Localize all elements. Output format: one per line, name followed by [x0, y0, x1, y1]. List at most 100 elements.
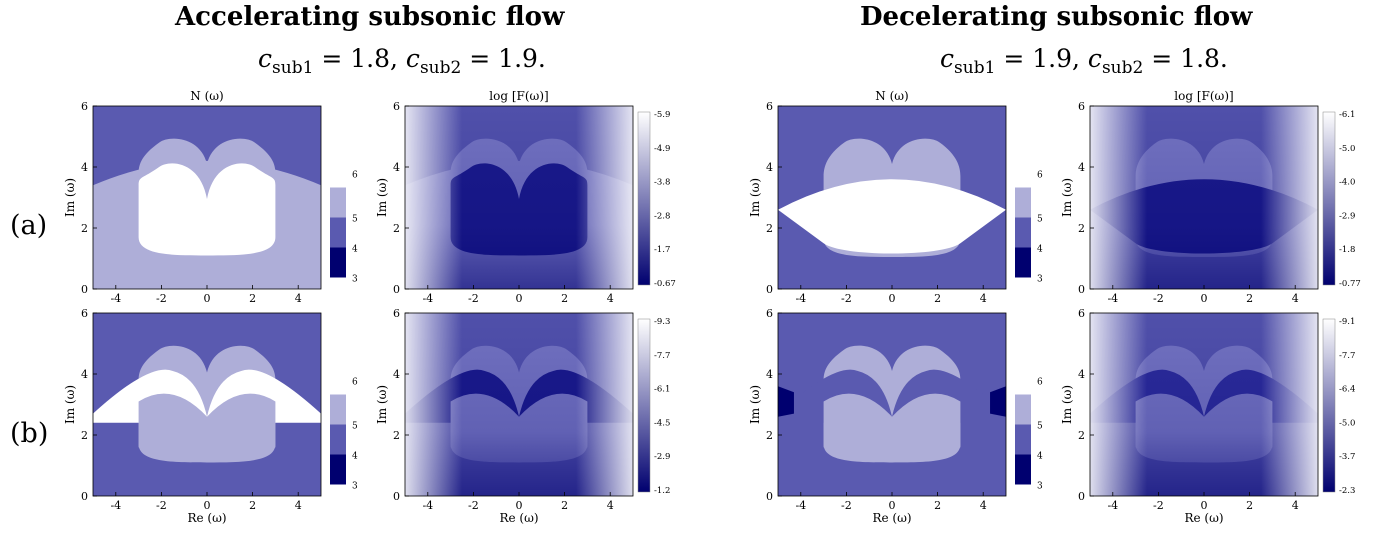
- colorbar-segment: [330, 247, 346, 278]
- colorbar-segment: [1015, 424, 1031, 455]
- y-tick-label: 2: [766, 429, 773, 442]
- x-tick-label: 0: [516, 499, 523, 512]
- x-tick-label: -2: [1153, 499, 1164, 512]
- x-axis-label: Re (ω): [872, 511, 911, 525]
- x-tick-label: 2: [249, 499, 256, 512]
- colorbar-tick-label: -6.4: [1339, 385, 1355, 395]
- y-axis-label: Im (ω): [375, 385, 389, 424]
- colorbar-gradient: [637, 111, 651, 286]
- x-tick-label: -4: [422, 292, 433, 305]
- colorbar-tick-label: 5: [352, 215, 358, 225]
- colorbar-tick-label: -6.1: [654, 385, 670, 395]
- colorbar-tick-label: 6: [352, 378, 358, 388]
- colorbar-tick-label: 3: [1037, 275, 1043, 285]
- x-tick-label: 2: [934, 499, 941, 512]
- y-axis-label: Im (ω): [375, 178, 389, 217]
- y-tick-label: 2: [81, 222, 88, 235]
- x-tick-label: -2: [468, 292, 479, 305]
- colorbar-tick-label: -9.1: [1339, 317, 1355, 327]
- x-tick-label: 2: [561, 499, 568, 512]
- heatmap-panel-2: -4 -2 0 2 4 0 2 4 6 Im (ω) log [F(ω)] -5.9 -4.9 -3.8 -…: [375, 89, 676, 305]
- x-tick-label: -4: [795, 499, 806, 512]
- colorbar-tick-label: -9.3: [654, 317, 670, 327]
- colorbar-gradient: [1322, 318, 1336, 493]
- colorbar-tick-label: -2.9: [1339, 211, 1355, 221]
- colorbar-tick-label: -4.9: [654, 144, 670, 154]
- x-tick-label: 0: [889, 292, 896, 305]
- horizontal-shade: [405, 313, 633, 496]
- x-axis-label: Re (ω): [499, 511, 538, 525]
- x-tick-label: 2: [934, 292, 941, 305]
- panel-title: log [F(ω)]: [489, 89, 548, 103]
- colorbar-tick-label: -1.8: [1339, 245, 1355, 255]
- row-label-b: (b): [10, 418, 49, 449]
- colorbar-tick-label: -1.2: [654, 486, 670, 496]
- x-tick-label: 0: [1201, 292, 1208, 305]
- colorbar-tick-label: 3: [1037, 482, 1043, 492]
- y-tick-label: 6: [81, 307, 88, 320]
- y-tick-label: 2: [1078, 222, 1085, 235]
- x-tick-label: 0: [516, 292, 523, 305]
- x-tick-label: 4: [1292, 292, 1299, 305]
- colorbar-segment: [330, 454, 346, 485]
- y-tick-label: 0: [393, 283, 400, 296]
- y-tick-label: 6: [393, 100, 400, 113]
- y-tick-label: 0: [766, 283, 773, 296]
- colorbar-tick-label: -2.8: [654, 211, 670, 221]
- colorbar-tick-label: 4: [352, 245, 358, 255]
- colorbar-tick-label: -7.7: [654, 351, 670, 361]
- x-axis-label: Re (ω): [187, 511, 226, 525]
- heatmap-panel-6: -4 -2 0 2 4 0 2 4 6 Im (ω) Re (ω) -9.3 -7.7 -6.1 -4.5 -…: [375, 307, 670, 525]
- x-tick-label: -2: [468, 499, 479, 512]
- colorbar-tick-label: -3.7: [1339, 452, 1355, 462]
- x-tick-label: 2: [1246, 499, 1253, 512]
- x-tick-label: 4: [980, 499, 987, 512]
- colorbar-tick-label: 3: [352, 275, 358, 285]
- y-tick-label: 2: [393, 429, 400, 442]
- heatmap-panel-4: -4 -2 0 2 4 0 2 4 6 Im (ω) log [F(ω)] -6.1 -5.0 -4.0 -…: [1060, 89, 1361, 305]
- colorbar-tick-label: -4.0: [1339, 178, 1355, 188]
- colorbar-tick-label: 3: [352, 482, 358, 492]
- inner-region: [138, 163, 276, 256]
- y-axis-label: Im (ω): [63, 178, 77, 217]
- x-tick-label: -2: [841, 499, 852, 512]
- x-tick-label: -2: [841, 292, 852, 305]
- y-tick-label: 0: [81, 490, 88, 503]
- y-tick-label: 2: [1078, 429, 1085, 442]
- colorbar-tick-label: -1.7: [654, 245, 670, 255]
- edge-region-right: [990, 386, 1006, 417]
- panel-title: N (ω): [190, 89, 223, 103]
- panel-title: N (ω): [875, 89, 908, 103]
- x-tick-label: -4: [110, 499, 121, 512]
- y-tick-label: 6: [1078, 307, 1085, 320]
- colorbar-tick-label: -5.0: [1339, 418, 1355, 428]
- colorbar-gradient: [1322, 111, 1336, 286]
- left-params: csub1 = 1.8, csub2 = 1.9.: [258, 44, 546, 78]
- x-tick-label: 0: [1201, 499, 1208, 512]
- colorbar-tick-label: -2.3: [1339, 486, 1355, 496]
- panel-title: log [F(ω)]: [1174, 89, 1233, 103]
- colorbar-segment: [1015, 454, 1031, 485]
- colorbar-tick-label: -6.1: [1339, 110, 1355, 120]
- y-tick-label: 4: [81, 161, 88, 174]
- x-axis-label: Re (ω): [1184, 511, 1223, 525]
- colorbar-tick-label: 6: [1037, 171, 1043, 181]
- colorbar-tick-label: 4: [1037, 245, 1043, 255]
- inner-region: [778, 179, 1006, 254]
- y-tick-label: 0: [1078, 283, 1085, 296]
- colorbar-tick-label: 5: [352, 422, 358, 432]
- horizontal-shade: [1090, 106, 1318, 289]
- y-axis-label: Im (ω): [63, 385, 77, 424]
- colorbar-gradient: [637, 318, 651, 493]
- x-tick-label: -4: [795, 292, 806, 305]
- y-tick-label: 2: [766, 222, 773, 235]
- row-label-a: (a): [10, 210, 48, 241]
- y-tick-label: 4: [393, 161, 400, 174]
- colorbar-segment: [330, 394, 346, 425]
- y-tick-label: 6: [766, 307, 773, 320]
- colorbar-tick-label: -3.8: [654, 178, 670, 188]
- y-axis-label: Im (ω): [1060, 178, 1074, 217]
- x-tick-label: 4: [607, 499, 614, 512]
- x-tick-label: 0: [889, 499, 896, 512]
